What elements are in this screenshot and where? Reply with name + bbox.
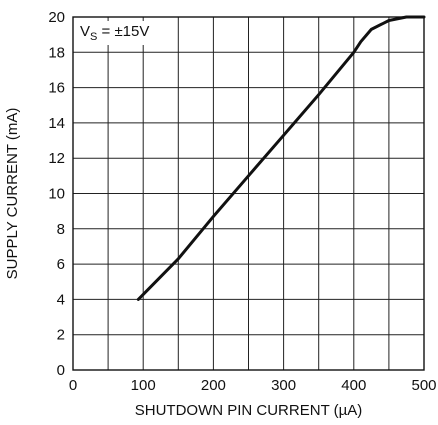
y-tick-label: 18 (48, 44, 65, 61)
supply-current-curve (136, 15, 426, 301)
y-tick-label: 6 (57, 256, 65, 273)
y-tick-label: 4 (57, 291, 65, 308)
annotation-rest: = ±15V (97, 23, 149, 40)
x-tick-label: 200 (201, 377, 226, 394)
x-tick-label: 300 (271, 377, 296, 394)
tick-labels: 0 100 200 300 400 500 0 2 4 6 8 10 12 14 16 18 20 (48, 9, 436, 394)
y-tick-label: 8 (57, 221, 65, 238)
annotation-main: V (80, 23, 90, 40)
x-tick-label: 0 (69, 377, 77, 394)
y-tick-label: 0 (57, 362, 65, 379)
y-tick-label: 14 (48, 115, 65, 132)
y-tick-label: 10 (48, 186, 65, 203)
y-tick-label: 16 (48, 80, 65, 97)
x-tick-label: 400 (341, 377, 366, 394)
annotation-subscript: S (90, 31, 97, 43)
supply-voltage-annotation: VS = ±15V (80, 23, 149, 43)
y-axis-label: SUPPLY CURRENT (mA) (4, 108, 21, 280)
x-axis-label: SHUTDOWN PIN CURRENT (µA) (135, 402, 363, 419)
y-tick-label: 12 (48, 150, 65, 167)
x-tick-label: 500 (411, 377, 436, 394)
grid (73, 17, 424, 370)
y-tick-label: 20 (48, 9, 65, 26)
annotation-background (77, 21, 153, 45)
annotation-box (77, 21, 153, 45)
x-tick-label: 100 (131, 377, 156, 394)
plot-frame (72, 16, 425, 371)
y-tick-label: 2 (57, 327, 65, 344)
